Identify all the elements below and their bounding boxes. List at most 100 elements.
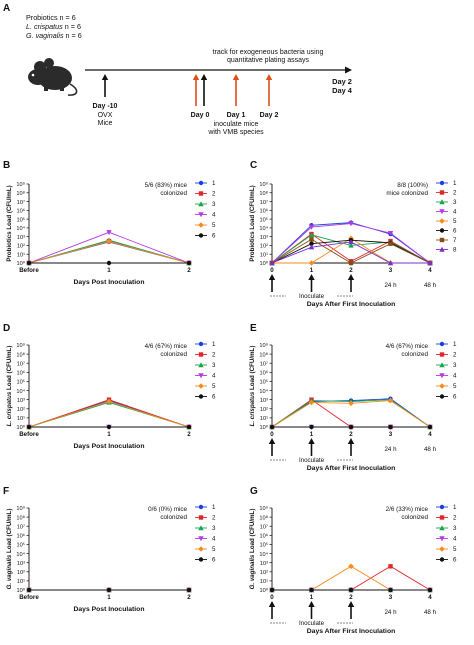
y-tick-label: 10⁹	[259, 505, 268, 512]
day-minus10-label: Day -10	[93, 103, 118, 110]
x-tick-label: 2	[349, 594, 353, 601]
y-tick-label: 10⁵	[16, 216, 25, 223]
y-tick-label: 10⁷	[17, 523, 25, 530]
x-tick-label: 2	[187, 431, 191, 438]
legend-label: 4	[453, 536, 457, 543]
inoculate-arrow	[268, 438, 276, 456]
day1-arrow	[232, 74, 240, 106]
legend-marker	[198, 515, 204, 520]
y-tick-label: 10²	[17, 407, 25, 413]
colonized-annotation: 5/6 (83%) mice	[145, 182, 188, 189]
day-label-0: Day 0	[191, 112, 210, 119]
y-axis-label: G. vaginalis Load (CFU/mL)	[249, 509, 256, 590]
legend-label: 6	[453, 394, 457, 401]
legend: 1 2 3 4 5 6	[195, 341, 216, 401]
y-tick-label: 10²	[17, 570, 25, 576]
x-sub-label: 48 h	[424, 282, 437, 289]
y-tick-label: 10¹	[260, 252, 268, 258]
legend-label: 2	[212, 515, 216, 522]
legend: 1 2 3 4 5 6 7 8	[436, 180, 457, 254]
y-tick-label: 10⁷	[17, 199, 25, 206]
data-point	[106, 424, 112, 430]
inoculate-label: Inoculate	[299, 457, 325, 464]
legend-label: 3	[212, 525, 216, 532]
series-8	[269, 239, 433, 266]
y-tick-label: 10⁶	[16, 533, 25, 540]
group-species: G. vaginalis	[26, 31, 64, 40]
y-tick-label: 10⁸	[16, 190, 25, 197]
group-count: n = 6	[63, 22, 81, 31]
data-point	[348, 242, 354, 248]
legend-marker	[439, 536, 445, 542]
legend-marker	[439, 394, 445, 399]
colonized-annotation: 4/6 (67%) mice	[145, 343, 188, 350]
x-tick-label: 1	[310, 267, 314, 274]
panel-letter-d: D	[3, 323, 10, 334]
y-tick-label: 10⁰	[260, 424, 269, 431]
colonized-annotation: colonized	[401, 514, 428, 521]
group-species: L. crispatus	[26, 22, 63, 31]
colonized-annotation: 4/6 (67%) mice	[386, 343, 429, 350]
legend-marker	[439, 199, 445, 205]
y-tick-label: 10⁷	[17, 360, 25, 367]
inoculate-label: Inoculate	[299, 293, 325, 300]
x-tick-label: 3	[389, 594, 393, 601]
legend-label: 3	[453, 362, 457, 369]
panel-letter-g: G	[250, 486, 258, 497]
y-tick-label: 10⁸	[259, 351, 268, 358]
data-point	[186, 424, 192, 430]
x-axis-label: Days After First Inoculation	[307, 465, 396, 472]
legend-label: 6	[212, 557, 216, 564]
legend-marker	[198, 504, 204, 510]
legend-marker	[439, 352, 445, 357]
series-line	[28, 241, 190, 264]
legend-label: 6	[453, 228, 457, 235]
y-tick-label: 10⁰	[260, 260, 269, 267]
y-tick-label: 10⁶	[259, 208, 268, 215]
timeline-arrowhead	[345, 66, 352, 74]
x-axis-label: Days Post Inoculation	[73, 279, 144, 286]
y-tick-label: 10³	[260, 235, 268, 241]
x-axis-label: Days After First Inoculation	[307, 628, 396, 635]
y-tick-label: 10⁰	[260, 587, 269, 594]
x-tick-label: 0	[270, 594, 274, 601]
legend-marker	[439, 383, 445, 389]
y-tick-label: 10⁶	[16, 370, 25, 377]
x-tick-label: 1	[107, 594, 111, 601]
data-point	[106, 238, 112, 245]
x-tick-label: 1	[310, 594, 314, 601]
legend-marker	[439, 218, 445, 224]
data-point	[106, 260, 112, 266]
colonized-annotation: colonized	[160, 190, 187, 197]
x-tick-label: 0	[270, 267, 274, 274]
legend-label: 3	[453, 525, 457, 532]
y-tick-label: 10⁹	[16, 342, 25, 349]
day-minus10-sub-1: OVX	[98, 112, 113, 119]
data-point	[387, 397, 394, 404]
data-point	[388, 241, 393, 246]
data-point	[106, 587, 112, 593]
x-sub-label: 24 h	[384, 282, 397, 289]
y-tick-label: 10⁰	[17, 424, 26, 431]
x-tick-label: 4	[428, 267, 432, 274]
colonized-annotation: 0/6 (0%) mice	[148, 506, 187, 513]
legend-marker	[439, 341, 445, 347]
legend-label: 6	[453, 557, 457, 564]
track-text-2: quantitative plating assays	[227, 57, 310, 64]
day-label-2: Day 2	[260, 112, 279, 119]
y-tick-label: 10⁰	[17, 260, 26, 267]
legend-marker	[198, 352, 204, 357]
data-point	[348, 563, 354, 570]
legend-marker	[198, 525, 204, 531]
series-line	[28, 240, 190, 264]
colonized-annotation: 2/6 (33%) mice	[386, 506, 429, 513]
y-axis-label: Probiotics Load (CFU/mL)	[6, 185, 13, 261]
y-tick-label: 10⁸	[16, 514, 25, 521]
legend-marker	[198, 557, 204, 562]
data-point	[308, 260, 315, 266]
data-point	[26, 587, 32, 593]
